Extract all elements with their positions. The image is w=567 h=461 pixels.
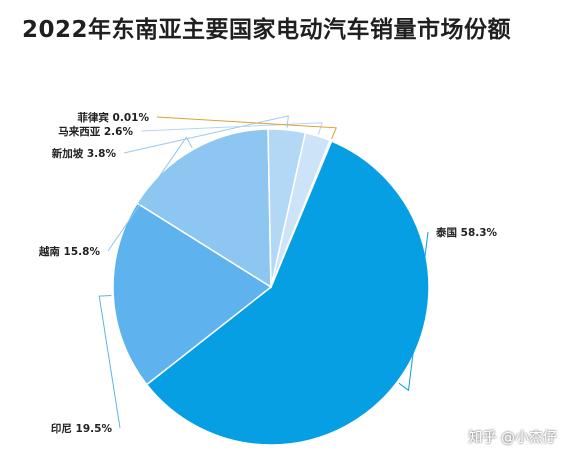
leader-line-1 xyxy=(98,295,121,429)
leader-line-0 xyxy=(398,231,429,392)
pie-slices xyxy=(112,128,430,446)
leader-line-4 xyxy=(140,122,323,135)
leader-lines xyxy=(98,115,429,429)
leader-line-5 xyxy=(156,116,337,140)
slice-label-0: 泰国 58.3% xyxy=(435,226,498,239)
slice-label-3: 新加坡 3.8% xyxy=(52,147,117,160)
pie-slice-0 xyxy=(145,139,430,446)
watermark: 知乎 @小杰仔 xyxy=(468,430,557,446)
pie-slice-1 xyxy=(112,202,273,386)
slice-label-4: 马来西亚 2.6% xyxy=(58,125,133,138)
slice-label-1: 印尼 19.5% xyxy=(51,423,113,435)
pie-slice-2 xyxy=(136,128,272,289)
leader-line-3 xyxy=(123,115,289,154)
chart-title: 2022年东南亚主要国家电动汽车销量市场份额 xyxy=(22,17,512,43)
pie-slice-5 xyxy=(270,139,333,288)
slice-labels: 泰国 58.3% 印尼 19.5% 越南 15.8% 新加坡 3.8% 马来西亚 2.6… xyxy=(38,111,498,435)
slice-label-2: 越南 15.8% xyxy=(38,245,101,258)
leader-line-2 xyxy=(107,136,193,252)
slice-label-5: 菲律宾 0.01% xyxy=(77,111,149,124)
